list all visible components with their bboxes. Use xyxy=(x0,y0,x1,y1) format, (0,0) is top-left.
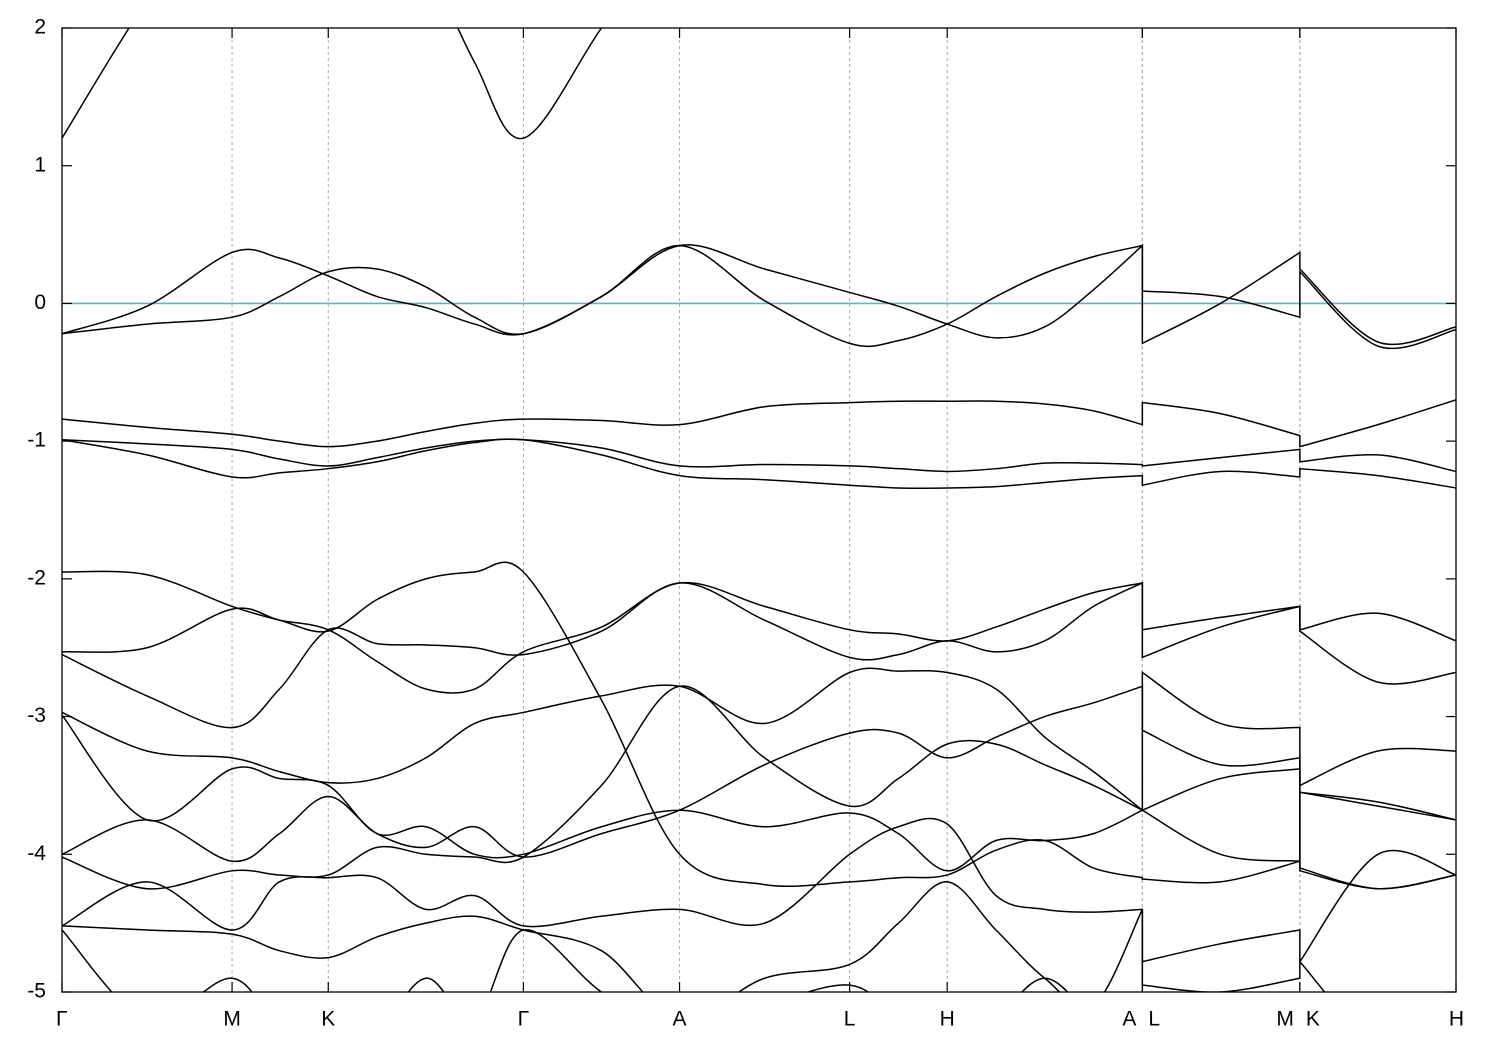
x-tick-label: K xyxy=(1306,1008,1320,1031)
band-line xyxy=(62,438,1456,473)
band-line xyxy=(62,28,603,140)
plot-area xyxy=(62,28,1456,992)
band-line xyxy=(62,714,1456,872)
x-tick-label: Γ xyxy=(56,1008,68,1031)
grid xyxy=(61,28,1457,992)
band-line xyxy=(62,685,1456,890)
y-tick-label: -2 xyxy=(27,566,46,589)
y-tick-label: 2 xyxy=(34,16,46,39)
x-tick-label: H xyxy=(940,1008,955,1031)
band-line xyxy=(62,399,1456,448)
band-line xyxy=(62,817,1456,965)
band-line xyxy=(62,667,1456,812)
y-tick-label: 0 xyxy=(34,291,46,314)
band-line xyxy=(62,438,1456,489)
x-tick-label: A xyxy=(673,1008,687,1031)
band-line xyxy=(62,243,1456,350)
band-line xyxy=(62,581,1456,694)
y-tick-label: -4 xyxy=(27,842,46,865)
y-tick-label: -1 xyxy=(27,429,46,452)
x-tick-label: Γ xyxy=(518,1008,530,1031)
plot-frame xyxy=(61,27,1457,993)
x-tick-label: L xyxy=(1148,1008,1160,1031)
x-tick-label: H xyxy=(1449,1008,1464,1031)
band-line xyxy=(62,881,1326,992)
x-tick-label: A xyxy=(1122,1008,1136,1031)
band-line xyxy=(62,685,1456,890)
y-tick-label: 1 xyxy=(34,153,46,176)
x-tick-label: M xyxy=(1276,1008,1294,1031)
x-tick-label: L xyxy=(844,1008,856,1031)
band-line xyxy=(62,581,1456,729)
y-tick-label: -3 xyxy=(27,704,46,727)
x-tick-label: M xyxy=(223,1008,241,1031)
band-line xyxy=(62,244,1456,348)
y-tick-label: -5 xyxy=(27,980,46,1003)
band-line xyxy=(62,561,1456,890)
x-tick-label: K xyxy=(321,1008,335,1031)
